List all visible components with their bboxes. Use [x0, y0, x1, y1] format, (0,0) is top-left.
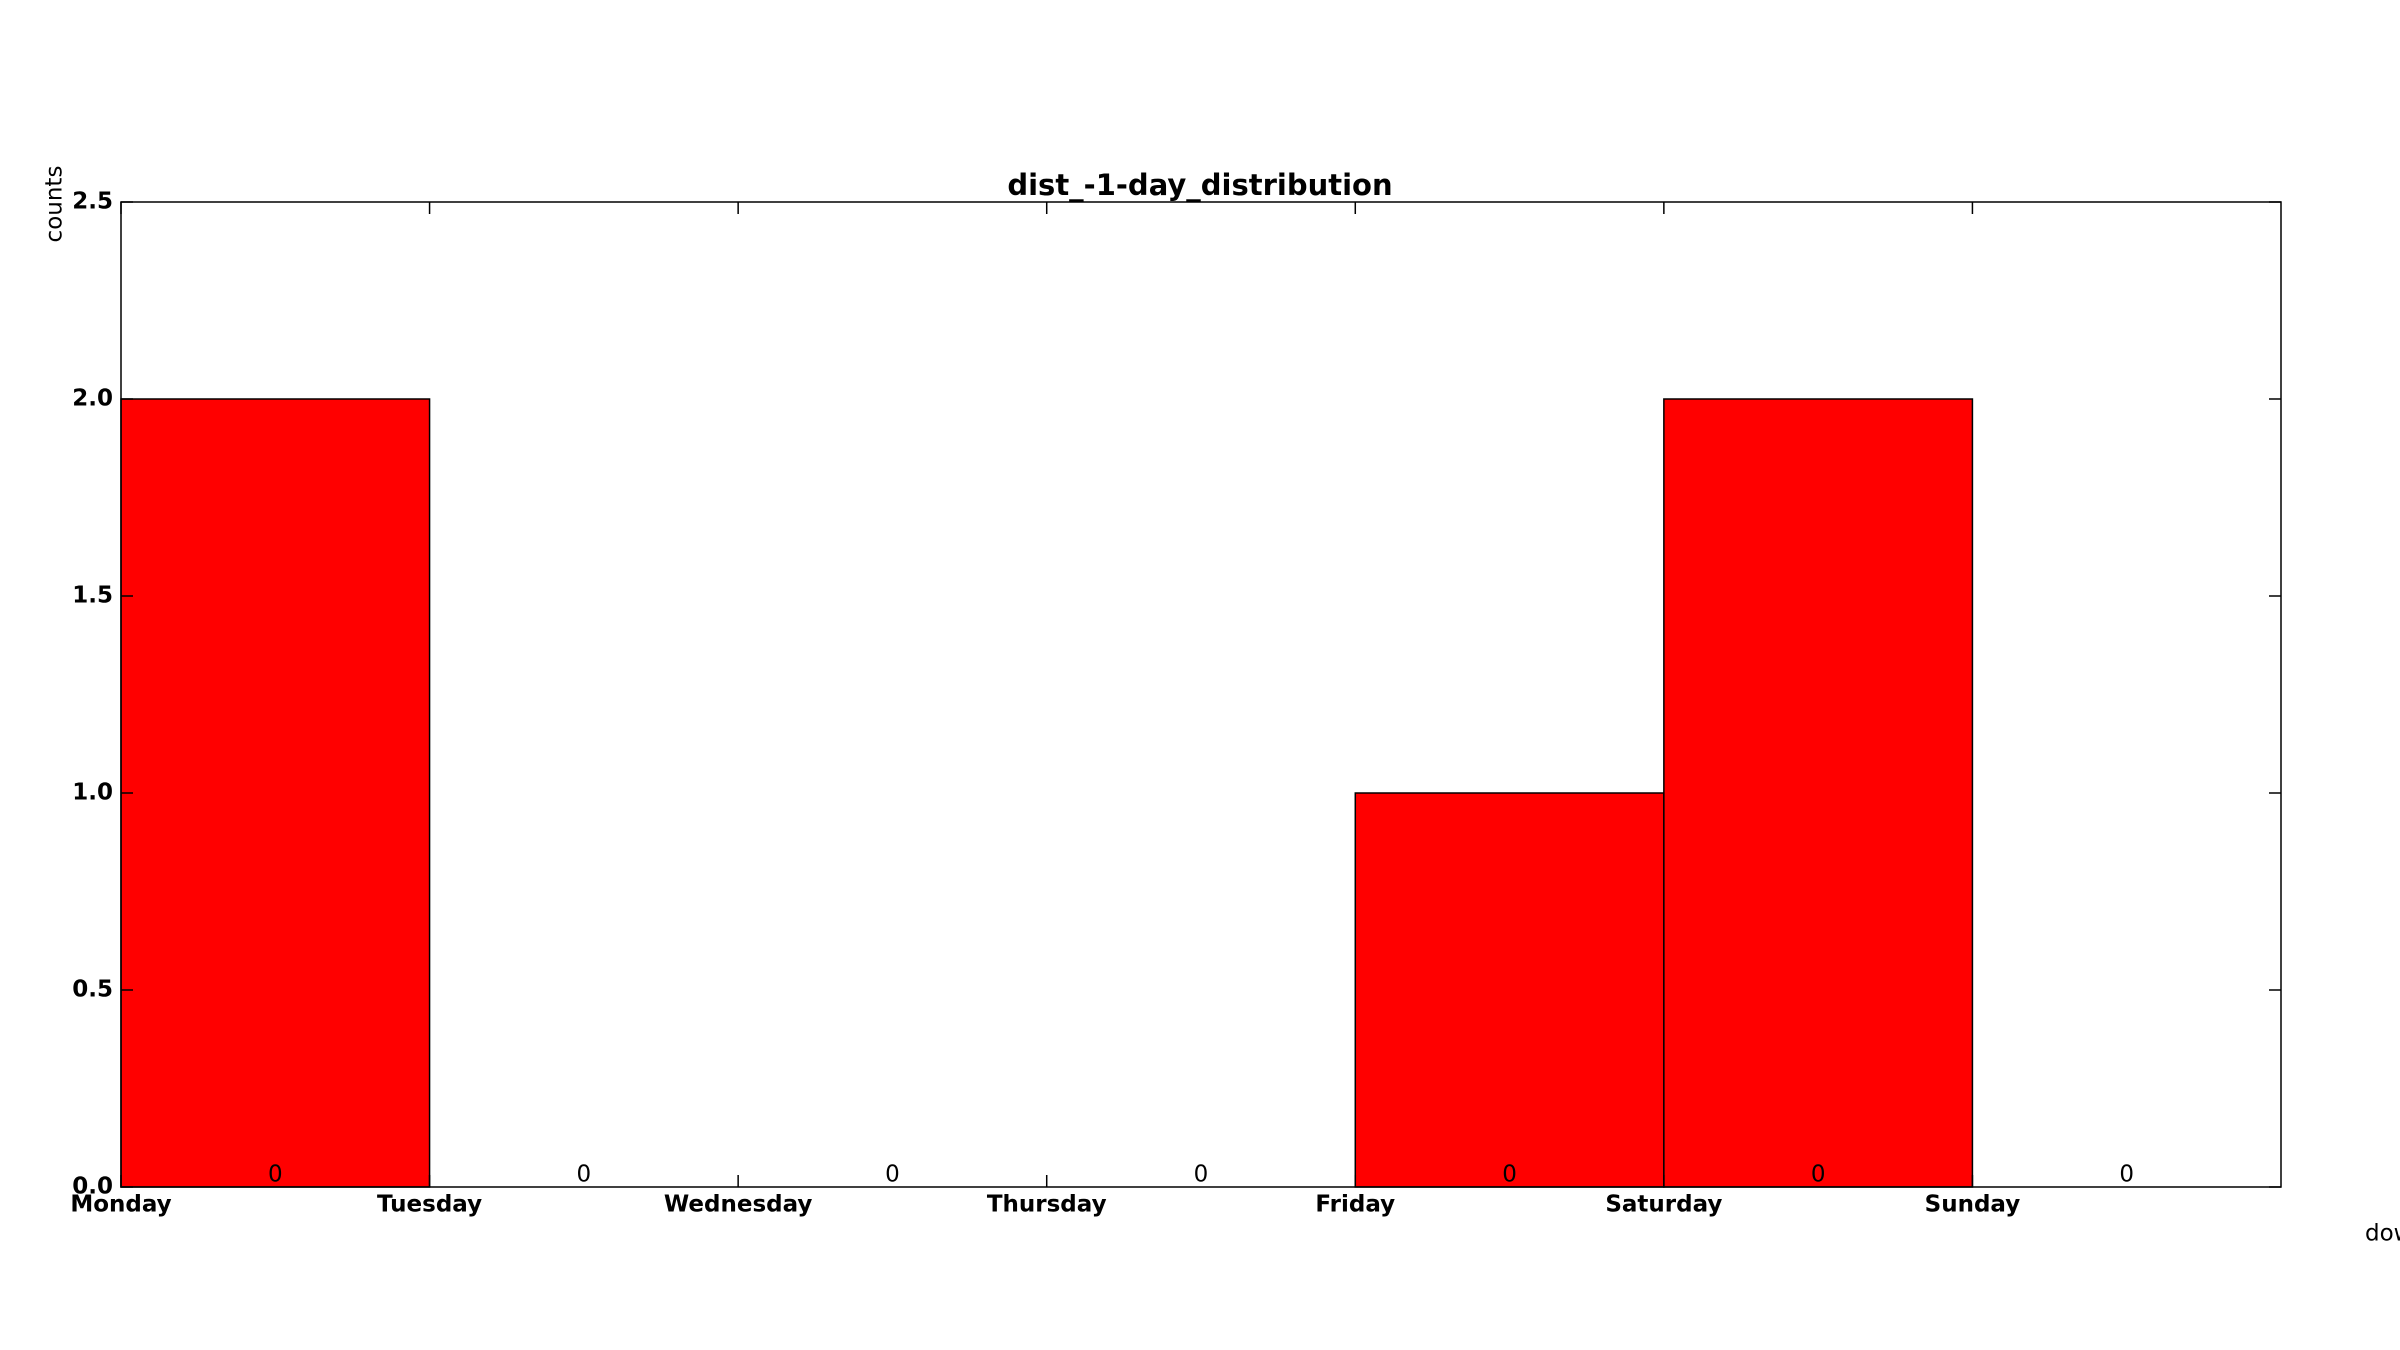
y-tick-label: 0.5 [72, 977, 113, 1003]
x-tick-label: Monday [70, 1192, 171, 1218]
x-tick-label: Sunday [1925, 1192, 2021, 1218]
bar [1354, 792, 1665, 1188]
y-tick-label: 0.0 [72, 1174, 113, 1200]
y-axis-label: counts [42, 166, 68, 243]
x-tick-label: Saturday [1605, 1192, 1722, 1218]
x-tick-label: Tuesday [377, 1192, 482, 1218]
y-tick-label: 2.0 [72, 386, 113, 412]
bar-annotation: 0 [1502, 1162, 1517, 1188]
bar-annotation: 0 [268, 1162, 283, 1188]
y-tick-label: 2.5 [72, 189, 113, 215]
y-tick-label: 1.0 [72, 780, 113, 806]
bar [120, 398, 431, 1188]
bar-annotation: 0 [577, 1162, 592, 1188]
bar [1663, 398, 1974, 1188]
bar-annotation: 0 [2119, 1162, 2134, 1188]
y-tick-label: 1.5 [72, 583, 113, 609]
bar-annotation: 0 [885, 1162, 900, 1188]
x-tick-label: Wednesday [664, 1192, 813, 1218]
chart-title: dist_-1-day_distribution [1007, 168, 1392, 202]
x-axis-label: dow [2365, 1221, 2400, 1247]
bar-annotation: 0 [1811, 1162, 1826, 1188]
x-tick-label: Friday [1315, 1192, 1395, 1218]
plot-frame [120, 201, 2282, 1188]
x-tick-label: Thursday [987, 1192, 1107, 1218]
bar-annotation: 0 [1194, 1162, 1209, 1188]
